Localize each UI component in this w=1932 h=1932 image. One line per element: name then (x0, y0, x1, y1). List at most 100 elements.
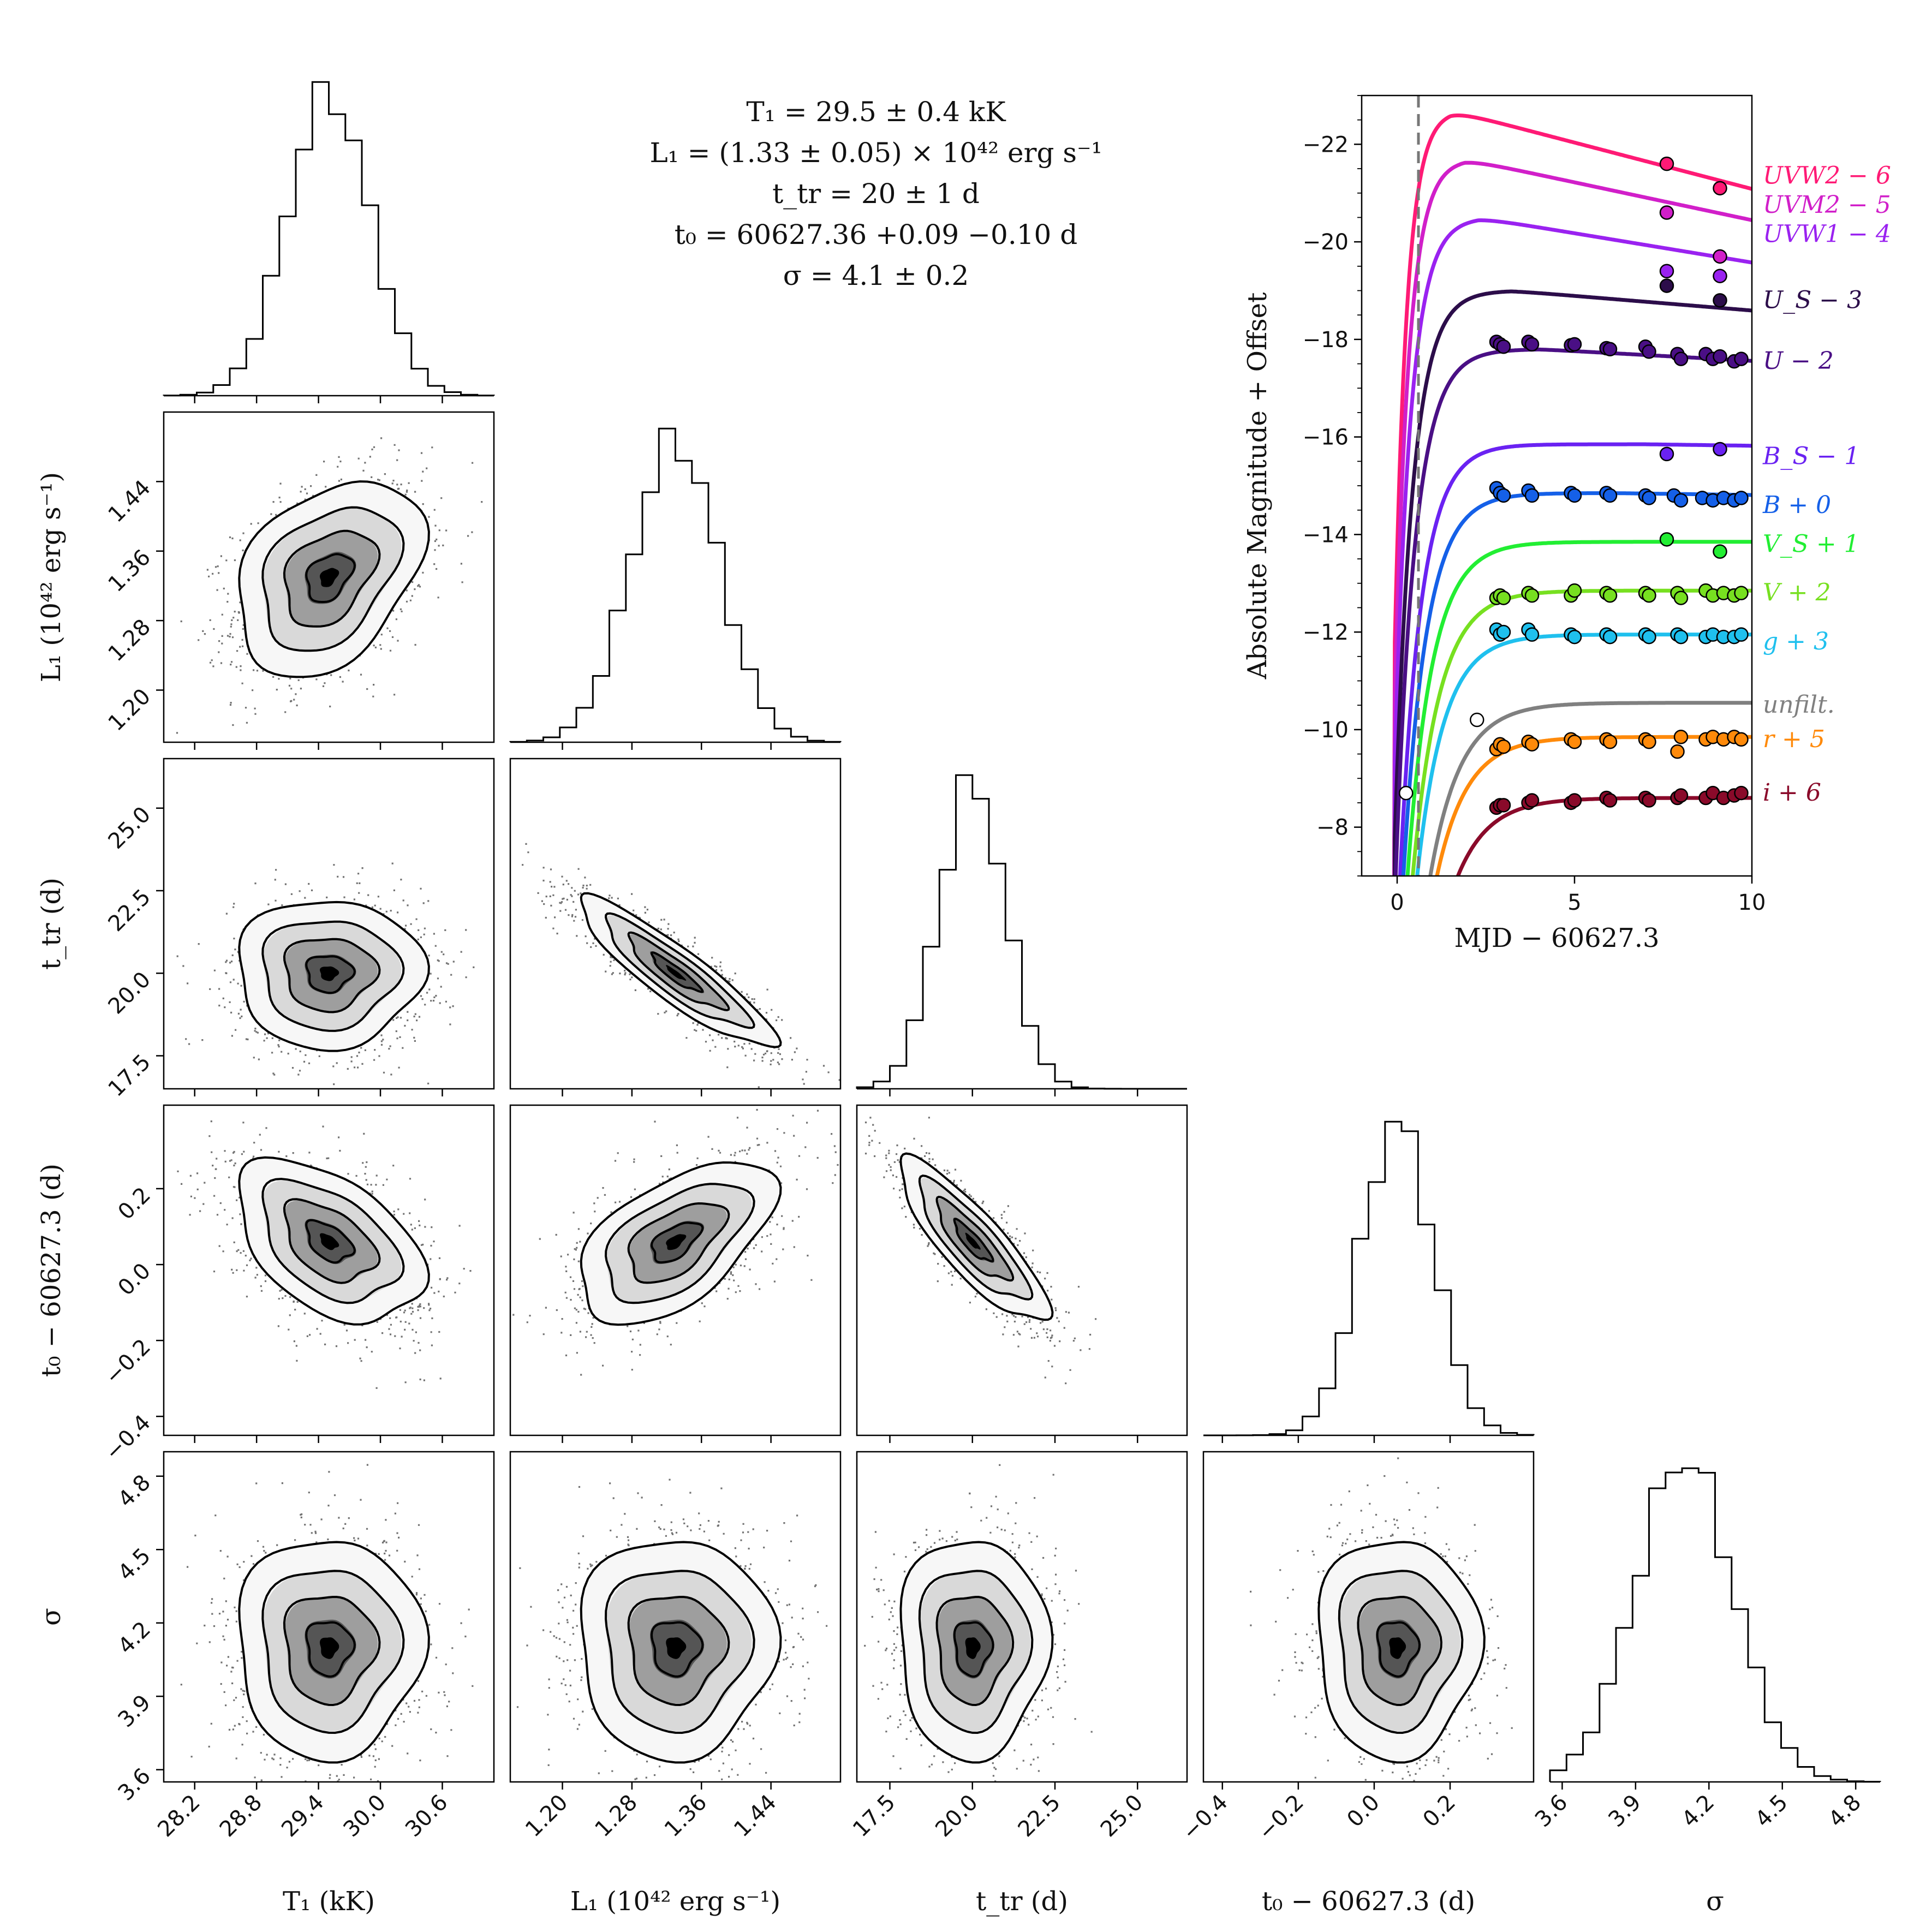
contour-line (899, 1152, 1054, 1321)
summary-line: σ = 4.1 ± 0.2 (783, 260, 969, 291)
scatter-panel (509, 1104, 842, 1443)
data-point (1659, 156, 1674, 171)
data-point (1524, 793, 1540, 808)
sample-points (510, 843, 840, 1088)
data-point (1567, 629, 1582, 645)
band-label: i + 6 (1763, 779, 1821, 807)
data-point (1713, 544, 1727, 559)
contour-line (238, 1156, 430, 1326)
band-label: U_S − 3 (1763, 286, 1862, 314)
data-point (1713, 293, 1727, 308)
x-tick-label: 25.0 (1096, 1790, 1148, 1842)
contour-line (604, 1183, 755, 1304)
model-curve (1405, 540, 1752, 876)
y-tick-label: 25.0 (104, 802, 156, 854)
x-tick-label: 4.8 (1824, 1790, 1867, 1833)
data-point (1734, 586, 1749, 600)
lc-y-tick-label: −18 (1303, 327, 1349, 353)
data-point (1642, 344, 1656, 359)
data-point (1567, 793, 1582, 808)
panel-content (512, 1108, 840, 1376)
contour-line (261, 1178, 405, 1304)
contour-line (627, 1202, 730, 1284)
data-point (1659, 532, 1674, 547)
density-fill (320, 966, 339, 981)
model-curve (1392, 160, 1752, 876)
y-axis-label: t_tr (d) (36, 878, 67, 970)
contour-line (918, 1174, 1034, 1301)
data-point (1642, 629, 1656, 645)
y-axis-label: t₀ − 60627.3 (d) (36, 1164, 67, 1377)
contour-line (1376, 1621, 1421, 1678)
histogram-panel (509, 427, 842, 750)
x-tick-label: 28.2 (153, 1790, 205, 1842)
contour-line (627, 931, 730, 1011)
data-point (1602, 734, 1618, 749)
contour-line (1317, 1541, 1486, 1764)
histogram-panel (856, 774, 1187, 1096)
y-axis-label: σ (36, 1608, 67, 1626)
scatter-panel (856, 1104, 1188, 1443)
data-point (1524, 737, 1540, 752)
y-axis-label: L₁ (10⁴² erg s⁻¹) (36, 472, 67, 682)
x-tick-label: 29.4 (277, 1790, 329, 1842)
lc-y-tick-label: −12 (1303, 620, 1349, 645)
band-label: unfilt. (1763, 691, 1835, 719)
lc-y-tick-label: −16 (1303, 425, 1349, 450)
x-axis-label: σ (1706, 1886, 1724, 1917)
x-tick-label: 1.44 (729, 1790, 782, 1842)
scatter-panel: 1.20 1.28 1.36 1.44 (509, 1451, 842, 1842)
lc-x-tick-label: 10 (1738, 890, 1766, 915)
contour-line (604, 1570, 755, 1734)
data-point (1399, 785, 1414, 801)
data-point (1659, 446, 1674, 462)
frame (163, 1451, 495, 1783)
x-tick-label: −0.2 (1254, 1790, 1309, 1845)
density-fill (320, 568, 339, 587)
contour-line (238, 901, 430, 1052)
frame (856, 1451, 1188, 1783)
data-point (1567, 337, 1582, 352)
y-tick-label: 0.0 (114, 1259, 156, 1301)
x-tick-label: 0.2 (1418, 1790, 1461, 1833)
band-label: UVM2 − 5 (1763, 191, 1891, 219)
data-point (1524, 627, 1540, 642)
data-point (1713, 249, 1727, 264)
contour-line (238, 1541, 430, 1764)
data-point (1642, 793, 1656, 808)
data-point (1734, 491, 1749, 505)
frame (163, 758, 495, 1090)
contour-line (899, 1541, 1054, 1764)
histogram-panel (163, 81, 495, 403)
contour-line (283, 529, 381, 628)
contour-line (935, 1195, 1015, 1282)
panel-content (864, 1464, 1093, 1782)
panel-content (1250, 1457, 1513, 1782)
data-point (1670, 744, 1685, 759)
lc-y-tick-label: −22 (1303, 132, 1349, 157)
data-point (1734, 351, 1749, 366)
lc-y-tick-label: −8 (1316, 815, 1349, 840)
panel-content (176, 437, 483, 734)
y-tick-label: 1.36 (104, 545, 156, 597)
lc-x-axis-label: MJD − 60627.3 (1454, 923, 1659, 953)
contour-line (238, 480, 430, 678)
y-tick-label: 4.8 (114, 1470, 156, 1512)
band-label: UVW1 − 4 (1763, 220, 1891, 248)
posterior-summary: T₁ = 29.5 ± 0.4 kK L₁ = (1.33 ± 0.05) × … (649, 96, 1102, 291)
data-point (1524, 488, 1540, 503)
contour-line (918, 1570, 1034, 1734)
contour-line (627, 1595, 730, 1707)
band-label: UVW2 − 6 (1763, 162, 1891, 189)
x-tick-label: 4.2 (1677, 1790, 1720, 1833)
y-tick-label: 4.5 (114, 1543, 156, 1586)
contour-line (604, 912, 755, 1029)
lc-x-tick-label: 5 (1567, 890, 1581, 915)
density-fill (666, 1637, 687, 1659)
density-fill (666, 1234, 687, 1250)
x-tick-label: 17.5 (848, 1790, 901, 1842)
model-curve (1415, 633, 1752, 876)
data-point (1673, 493, 1689, 508)
contour-line (305, 1621, 356, 1678)
